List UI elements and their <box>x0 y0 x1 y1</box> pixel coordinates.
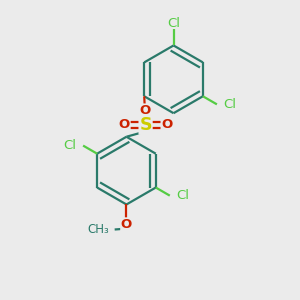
Text: O: O <box>119 118 130 131</box>
Text: Cl: Cl <box>176 189 189 202</box>
Text: O: O <box>161 118 172 131</box>
Text: O: O <box>121 218 132 231</box>
Text: S: S <box>139 116 152 134</box>
Text: Cl: Cl <box>64 139 76 152</box>
Text: Cl: Cl <box>224 98 236 111</box>
Text: CH₃: CH₃ <box>87 223 109 236</box>
Text: O: O <box>139 104 151 117</box>
Text: Cl: Cl <box>167 17 180 31</box>
